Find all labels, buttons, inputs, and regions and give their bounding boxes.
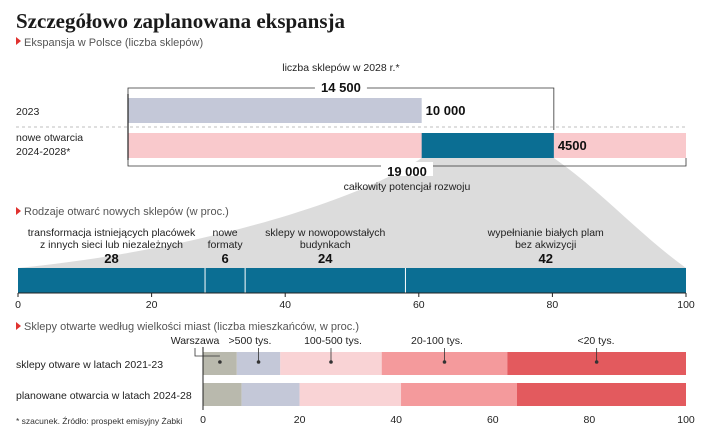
section1-labels: liczba sklepów w 2028 r.* 14 500 19 000 cał… bbox=[282, 62, 586, 193]
stacked-segment bbox=[241, 383, 300, 406]
total-2028-label: liczba sklepów w 2028 r.* bbox=[282, 62, 399, 74]
bracket-potential-label-bg bbox=[381, 162, 433, 176]
category-label-2023: 2023 bbox=[16, 106, 40, 118]
potential-value: 19 000 bbox=[387, 164, 427, 179]
x-tick-label: 60 bbox=[487, 414, 499, 426]
stacked-segment bbox=[516, 383, 686, 406]
footnote: * szacunek. Źródło: prospekt emisyjny Ża… bbox=[16, 416, 182, 426]
section1-bars bbox=[16, 80, 687, 176]
x-tick-label: 0 bbox=[200, 414, 206, 426]
section-marker-icon bbox=[16, 207, 21, 215]
potential-label: całkowity potencjał rozwoju bbox=[344, 181, 471, 193]
x-tick-label: 80 bbox=[584, 414, 596, 426]
value-label-new: 4500 bbox=[558, 138, 587, 153]
legend-leader-dot bbox=[594, 360, 599, 364]
x-tick-label: 20 bbox=[146, 299, 158, 311]
segment-bar bbox=[18, 268, 206, 293]
value-label-existing: 10 000 bbox=[426, 103, 466, 118]
section-marker-icon bbox=[16, 37, 21, 45]
segment-category-label: nowe formaty bbox=[208, 227, 244, 251]
legend-leader-dot bbox=[329, 360, 333, 364]
segment-value-label: 24 bbox=[318, 251, 333, 266]
section2-bars bbox=[18, 268, 686, 293]
segment-value-label: 6 bbox=[221, 251, 228, 266]
bar-new-openings bbox=[421, 133, 554, 158]
legend-leader-dot bbox=[442, 360, 447, 364]
segment-value-label: 42 bbox=[538, 251, 552, 266]
x-tick-label: 40 bbox=[390, 414, 402, 426]
section3-subtitle: Sklepy otwarte według wielkości miast (l… bbox=[24, 321, 359, 333]
x-tick-label: 20 bbox=[294, 414, 306, 426]
section1-subtitle: Ekspansja w Polsce (liczba sklepów) bbox=[24, 37, 203, 49]
segment-bar bbox=[405, 268, 686, 293]
segment-category-label: wypełnianie białych plam bez akwizycji bbox=[487, 227, 604, 251]
segment-bar bbox=[245, 268, 406, 293]
section-marker-icon bbox=[16, 322, 21, 330]
section3-axis: 0 20 40 60 80 100 bbox=[200, 414, 695, 426]
category-label-new-openings: nowe otwarcia 2024-2028* bbox=[16, 132, 83, 158]
bar-existing-2023 bbox=[128, 98, 422, 123]
segment-value-label: 28 bbox=[104, 251, 118, 266]
stacked-segment bbox=[299, 383, 402, 406]
x-tick-label: 100 bbox=[677, 299, 695, 311]
section2-axis: 0 20 40 60 80 100 bbox=[15, 292, 695, 311]
legend-leader-dot bbox=[218, 360, 222, 364]
bar-potential bbox=[128, 133, 686, 158]
segment-category-label: transformacja istniejących placówek z inn… bbox=[28, 227, 196, 251]
segment-bar bbox=[205, 268, 246, 293]
row-label-2021-23: sklepy otware w latach 2021-23 bbox=[16, 359, 163, 371]
legend-label: Warszawa bbox=[171, 335, 220, 347]
section3-legend: Warszawa >500 tys. 100-500 tys. 20-100 tys.… bbox=[171, 335, 615, 364]
row-label-2024-28: planowane otwarcia w latach 2024-28 bbox=[16, 390, 192, 402]
x-tick-label: 0 bbox=[15, 299, 21, 311]
x-tick-label: 60 bbox=[413, 299, 425, 311]
legend-label: 20-100 tys. bbox=[411, 335, 463, 347]
page-title: Szczegółowo zaplanowana ekspansja bbox=[16, 9, 346, 33]
background-layer bbox=[18, 158, 686, 268]
bracket-label-bg bbox=[314, 80, 367, 94]
section2-labels: transformacja istniejących placówek z inn… bbox=[28, 227, 604, 266]
stacked-segment bbox=[401, 383, 517, 406]
segment-category-label: sklepy w nowopowstałych budynkach bbox=[265, 227, 385, 251]
legend-label: 100-500 tys. bbox=[304, 335, 362, 347]
legend-leader-dot bbox=[256, 360, 261, 364]
legend-leader-line bbox=[194, 348, 220, 357]
x-tick-label: 80 bbox=[547, 299, 559, 311]
legend-label: >500 tys. bbox=[229, 335, 272, 347]
total-2028-value: 14 500 bbox=[321, 80, 361, 95]
legend-label: <20 tys. bbox=[577, 335, 614, 347]
x-tick-label: 40 bbox=[279, 299, 291, 311]
section2-subtitle: Rodzaje otwarć nowych sklepów (w proc.) bbox=[24, 206, 229, 218]
stacked-segment bbox=[203, 383, 242, 406]
funnel-shape bbox=[18, 158, 686, 268]
x-tick-label: 100 bbox=[677, 414, 695, 426]
